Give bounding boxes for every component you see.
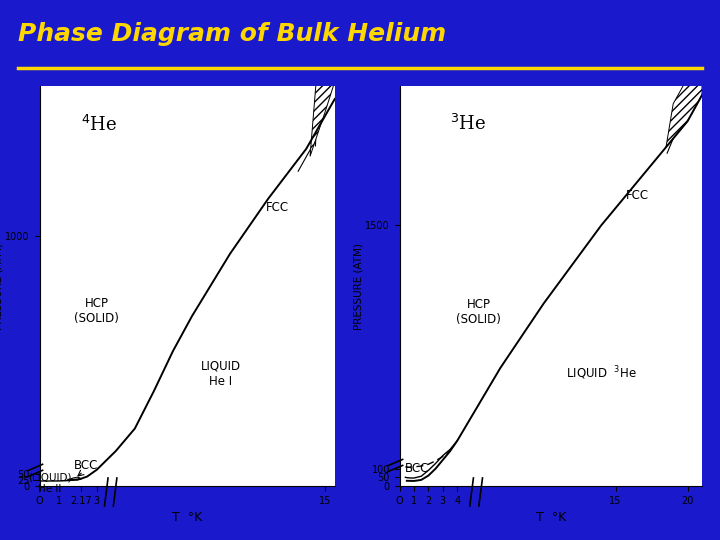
- Text: (LIQUID)
He II: (LIQUID) He II: [28, 472, 72, 494]
- Polygon shape: [68, 477, 81, 480]
- Text: LIQUID
He I: LIQUID He I: [200, 360, 240, 388]
- Text: HCP
(SOLID): HCP (SOLID): [456, 298, 501, 326]
- Text: FCC: FCC: [626, 190, 649, 202]
- Y-axis label: PRESSURE (ATM): PRESSURE (ATM): [0, 242, 4, 330]
- Text: $^4$He: $^4$He: [81, 115, 117, 136]
- Text: FCC: FCC: [266, 201, 289, 214]
- Text: HCP
(SOLID): HCP (SOLID): [74, 297, 120, 325]
- Text: BCC: BCC: [405, 462, 429, 475]
- Text: $^3$He: $^3$He: [450, 114, 486, 134]
- Polygon shape: [310, 62, 335, 157]
- X-axis label: T  °K: T °K: [536, 511, 566, 524]
- Y-axis label: PRESSURE (ATM): PRESSURE (ATM): [354, 242, 364, 330]
- Text: LIQUID  $^3$He: LIQUID $^3$He: [566, 364, 636, 382]
- Polygon shape: [666, 69, 702, 147]
- Text: Phase Diagram of Bulk Helium: Phase Diagram of Bulk Helium: [18, 22, 446, 45]
- Text: BCC: BCC: [74, 459, 99, 472]
- X-axis label: T  °K: T °K: [172, 511, 202, 524]
